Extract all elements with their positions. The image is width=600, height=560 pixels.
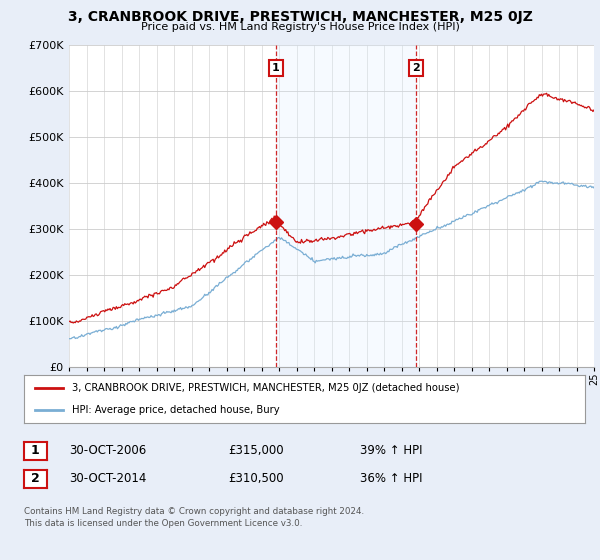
Text: 30-OCT-2014: 30-OCT-2014 [69,472,146,486]
Text: Contains HM Land Registry data © Crown copyright and database right 2024.
This d: Contains HM Land Registry data © Crown c… [24,507,364,528]
Text: £310,500: £310,500 [228,472,284,486]
Text: £315,000: £315,000 [228,444,284,458]
Text: 3, CRANBROOK DRIVE, PRESTWICH, MANCHESTER, M25 0JZ: 3, CRANBROOK DRIVE, PRESTWICH, MANCHESTE… [68,10,532,24]
Text: 1: 1 [272,63,280,73]
Text: 3, CRANBROOK DRIVE, PRESTWICH, MANCHESTER, M25 0JZ (detached house): 3, CRANBROOK DRIVE, PRESTWICH, MANCHESTE… [71,383,459,393]
Text: Price paid vs. HM Land Registry's House Price Index (HPI): Price paid vs. HM Land Registry's House … [140,22,460,32]
Bar [276,45,416,367]
Text: HPI: Average price, detached house, Bury: HPI: Average price, detached house, Bury [71,405,280,415]
Text: 36% ↑ HPI: 36% ↑ HPI [360,472,422,486]
Text: 30-OCT-2006: 30-OCT-2006 [69,444,146,458]
Text: 39% ↑ HPI: 39% ↑ HPI [360,444,422,458]
Text: 2: 2 [412,63,420,73]
Text: 1: 1 [31,444,40,458]
Text: 2: 2 [31,472,40,486]
